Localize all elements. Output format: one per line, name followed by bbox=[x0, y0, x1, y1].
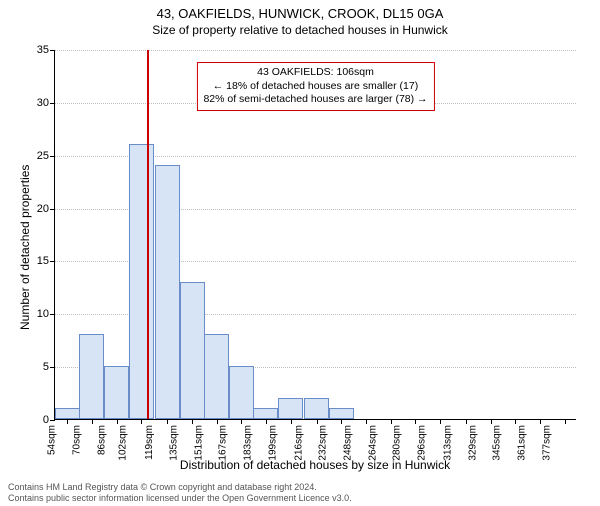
x-tick-mark bbox=[192, 419, 193, 424]
y-tick-label: 35 bbox=[37, 44, 55, 56]
y-tick-label: 20 bbox=[37, 203, 55, 215]
x-tick-mark bbox=[167, 419, 168, 424]
x-tick-mark bbox=[341, 419, 342, 424]
x-tick-mark bbox=[391, 419, 392, 424]
y-axis-label: Number of detached properties bbox=[18, 165, 32, 330]
annotation-line-2: ← 18% of detached houses are smaller (17… bbox=[203, 80, 427, 94]
histogram-bar bbox=[229, 366, 254, 419]
x-tick-mark bbox=[92, 419, 93, 424]
x-tick-label: 151sqm bbox=[193, 425, 204, 461]
x-tick-mark bbox=[141, 419, 142, 424]
x-tick-mark bbox=[241, 419, 242, 424]
x-tick-label: 329sqm bbox=[467, 425, 478, 461]
x-tick-label: 232sqm bbox=[318, 425, 329, 461]
y-tick-label: 30 bbox=[37, 97, 55, 109]
histogram-bar bbox=[304, 398, 329, 419]
x-tick-mark bbox=[217, 419, 218, 424]
histogram-bar bbox=[180, 282, 205, 419]
x-tick-label: 119sqm bbox=[144, 425, 155, 460]
plot-area: 0510152025303554sqm70sqm86sqm102sqm119sq… bbox=[54, 50, 576, 420]
y-tick-label: 25 bbox=[37, 150, 55, 162]
x-tick-mark bbox=[266, 419, 267, 424]
x-tick-mark bbox=[291, 419, 292, 424]
page-subtitle: Size of property relative to detached ho… bbox=[0, 23, 600, 37]
x-tick-mark bbox=[466, 419, 467, 424]
x-tick-mark bbox=[565, 419, 566, 424]
footer-line-1: Contains HM Land Registry data © Crown c… bbox=[8, 482, 592, 493]
x-tick-mark bbox=[491, 419, 492, 424]
histogram-bar bbox=[204, 334, 229, 419]
x-tick-label: 102sqm bbox=[118, 425, 129, 461]
histogram-bar bbox=[79, 334, 104, 419]
x-tick-mark bbox=[317, 419, 318, 424]
x-tick-mark bbox=[515, 419, 516, 424]
x-tick-label: 216sqm bbox=[293, 425, 304, 461]
x-tick-label: 361sqm bbox=[517, 425, 528, 461]
x-tick-label: 377sqm bbox=[541, 425, 552, 461]
histogram-bar bbox=[155, 165, 180, 419]
histogram-bar bbox=[129, 144, 154, 419]
x-tick-label: 70sqm bbox=[71, 425, 82, 455]
x-tick-label: 280sqm bbox=[392, 425, 403, 461]
property-marker-line bbox=[147, 50, 149, 419]
x-tick-label: 199sqm bbox=[267, 425, 278, 461]
x-tick-label: 248sqm bbox=[343, 425, 354, 461]
x-tick-label: 54sqm bbox=[47, 425, 58, 455]
annotation-line-1: 43 OAKFIELDS: 106sqm bbox=[203, 66, 427, 80]
annotation-callout: 43 OAKFIELDS: 106sqm← 18% of detached ho… bbox=[196, 62, 434, 111]
page-title: 43, OAKFIELDS, HUNWICK, CROOK, DL15 0GA bbox=[0, 6, 600, 21]
x-tick-mark bbox=[117, 419, 118, 424]
y-tick-label: 15 bbox=[37, 255, 55, 267]
y-tick-label: 5 bbox=[43, 361, 55, 373]
histogram-bar bbox=[329, 408, 354, 419]
histogram-bar bbox=[253, 408, 278, 419]
x-tick-label: 183sqm bbox=[243, 425, 254, 461]
x-tick-mark bbox=[67, 419, 68, 424]
histogram-bar bbox=[278, 398, 303, 419]
footer-attribution: Contains HM Land Registry data © Crown c… bbox=[8, 482, 592, 504]
x-tick-label: 167sqm bbox=[218, 425, 229, 461]
x-axis-label: Distribution of detached houses by size … bbox=[54, 458, 576, 472]
histogram-bar bbox=[104, 366, 129, 419]
annotation-line-3: 82% of semi-detached houses are larger (… bbox=[203, 93, 427, 107]
chart-container: 43, OAKFIELDS, HUNWICK, CROOK, DL15 0GA … bbox=[0, 6, 600, 506]
x-tick-label: 264sqm bbox=[367, 425, 378, 461]
x-tick-mark bbox=[366, 419, 367, 424]
x-tick-mark bbox=[540, 419, 541, 424]
gridline bbox=[55, 50, 576, 51]
x-tick-label: 345sqm bbox=[492, 425, 503, 461]
x-tick-mark bbox=[440, 419, 441, 424]
x-tick-label: 296sqm bbox=[417, 425, 428, 461]
footer-line-2: Contains public sector information licen… bbox=[8, 493, 592, 504]
x-tick-label: 86sqm bbox=[96, 425, 107, 455]
histogram-bar bbox=[55, 408, 80, 419]
y-tick-label: 10 bbox=[37, 308, 55, 320]
x-tick-mark bbox=[415, 419, 416, 424]
x-tick-label: 313sqm bbox=[443, 425, 454, 461]
x-tick-label: 135sqm bbox=[169, 425, 180, 461]
